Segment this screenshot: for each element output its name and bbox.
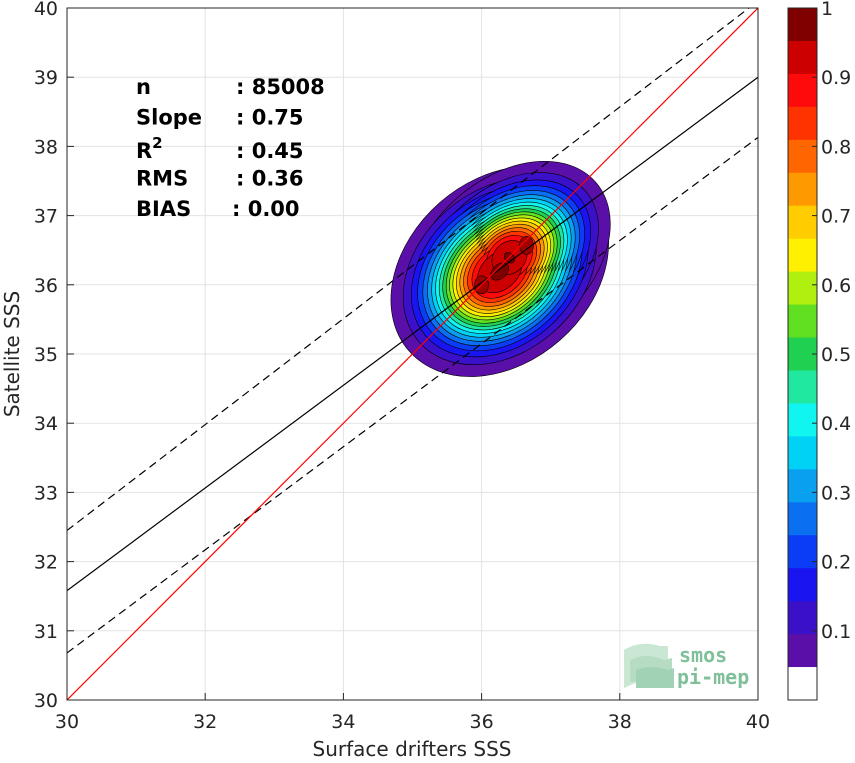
y-tick-label: 30 (34, 690, 58, 712)
colorbar-tick-label: 1 (821, 0, 833, 20)
y-tick-label: 37 (34, 206, 58, 228)
logo-line2: pi-mep (677, 665, 749, 689)
stat-label: BIAS (136, 197, 191, 221)
y-tick-label: 35 (34, 344, 58, 366)
x-axis-label: Surface drifters SSS (313, 737, 512, 761)
smos-pi-mep-logo: smos pi-mep (624, 643, 749, 689)
y-axis-ticks: 30 31 32 33 34 35 36 37 38 39 40 (34, 0, 74, 712)
lower-bound-line (67, 136, 758, 654)
colorbar-segment (788, 73, 817, 108)
logo-waves-icon (624, 643, 674, 688)
density-peak (519, 236, 534, 255)
colorbar-tick-label: 0.9 (821, 67, 851, 89)
colorbar-segment (788, 238, 817, 273)
y-tick-label: 38 (34, 136, 58, 158)
colorbar-segment (788, 8, 817, 42)
logo-line1: smos (679, 643, 727, 667)
colorbar-tick-label: 0.6 (821, 275, 851, 297)
colorbar-segment (788, 667, 817, 701)
regression-line (67, 76, 758, 592)
stat-label: Slope (136, 106, 202, 130)
colorbar-tick-label: 0.4 (821, 413, 851, 435)
stat-value: : 0.75 (236, 106, 304, 130)
colorbar-tick-label: 0.3 (821, 482, 851, 504)
colorbar-segment (788, 568, 817, 602)
colorbar-segment (788, 370, 817, 404)
x-tick-label: 32 (193, 711, 217, 733)
x-tick-label: 38 (608, 711, 632, 733)
y-tick-label: 36 (34, 275, 58, 297)
x-tick-label: 40 (746, 711, 770, 733)
x-axis-ticks: 30 32 34 36 38 40 (55, 693, 770, 733)
stat-value: : 0.45 (236, 139, 304, 163)
colorbar-segment (788, 403, 817, 437)
colorbar-tick-label: 0.7 (821, 206, 851, 228)
colorbar-segment (788, 205, 817, 240)
colorbar-segment (788, 469, 817, 503)
colorbar-segment (788, 172, 817, 207)
colorbar-segment (788, 106, 817, 141)
reference-lines (67, 8, 758, 700)
y-tick-label: 39 (34, 67, 58, 89)
colorbar-segment (788, 436, 817, 470)
colorbar-tick-label: 0.5 (821, 344, 851, 366)
stat-value: : 0.36 (236, 167, 304, 191)
colorbar-segment (788, 634, 817, 668)
colorbar-segment (788, 40, 817, 75)
colorbar-tick-label: 0.1 (821, 621, 851, 643)
stat-superscript: 2 (152, 134, 162, 152)
stat-value: : 85008 (236, 75, 325, 99)
grid-lines (66, 7, 759, 701)
x-tick-label: 34 (331, 711, 355, 733)
upper-bound-line (67, 8, 750, 531)
colorbar-segment (788, 139, 817, 174)
x-tick-label: 36 (470, 711, 494, 733)
colorbar-segment (788, 304, 817, 339)
stat-label: n (136, 75, 151, 99)
colorbar: 0.1 0.2 0.3 0.4 0.5 0.6 0.7 0.8 0.9 1 (787, 0, 851, 701)
stat-label: RMS (136, 167, 188, 191)
y-tick-label: 40 (34, 0, 58, 20)
y-tick-label: 33 (34, 482, 58, 504)
y-tick-label: 34 (34, 413, 58, 435)
colorbar-tick-label: 0.8 (821, 136, 851, 158)
y-tick-label: 31 (34, 621, 58, 643)
colorbar-segment (788, 271, 817, 306)
colorbar-segment (788, 502, 817, 536)
contour-level (490, 262, 510, 281)
stat-value: : 0.00 (232, 197, 300, 221)
colorbar-segment (788, 535, 817, 569)
x-tick-label: 30 (55, 711, 79, 733)
y-axis-label: Satellite SSS (0, 291, 24, 417)
colorbar-tick-label: 0.2 (821, 552, 851, 574)
one-to-one-line (67, 8, 758, 700)
y-tick-label: 32 (34, 552, 58, 574)
colorbar-segment (788, 601, 817, 635)
